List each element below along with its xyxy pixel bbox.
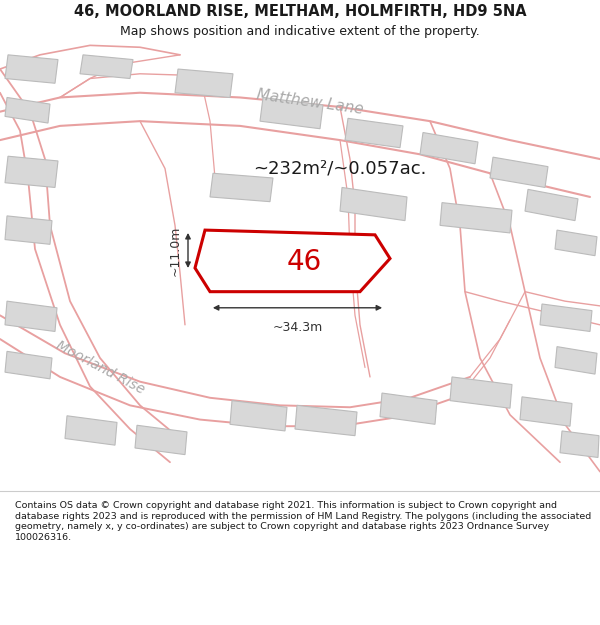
Polygon shape (135, 425, 187, 454)
Polygon shape (380, 393, 437, 424)
Polygon shape (5, 156, 58, 188)
Polygon shape (560, 431, 599, 457)
Polygon shape (345, 118, 403, 148)
Text: Contains OS data © Crown copyright and database right 2021. This information is : Contains OS data © Crown copyright and d… (15, 501, 591, 542)
Polygon shape (520, 397, 572, 426)
Polygon shape (65, 416, 117, 445)
Polygon shape (450, 377, 512, 408)
Polygon shape (175, 69, 233, 98)
Polygon shape (5, 98, 50, 123)
Polygon shape (555, 347, 597, 374)
Polygon shape (230, 401, 287, 431)
Text: Moorland Rise: Moorland Rise (53, 338, 146, 397)
Polygon shape (340, 188, 407, 221)
Polygon shape (525, 189, 578, 221)
Polygon shape (420, 132, 478, 164)
Polygon shape (5, 216, 52, 244)
Polygon shape (80, 55, 133, 79)
Text: ~232m²/~0.057ac.: ~232m²/~0.057ac. (253, 159, 427, 177)
Text: 46, MOORLAND RISE, MELTHAM, HOLMFIRTH, HD9 5NA: 46, MOORLAND RISE, MELTHAM, HOLMFIRTH, H… (74, 4, 526, 19)
Text: Matthew Lane: Matthew Lane (256, 88, 364, 117)
Polygon shape (5, 55, 58, 83)
Polygon shape (5, 351, 52, 379)
Polygon shape (490, 157, 548, 188)
Text: 46: 46 (287, 249, 322, 276)
Polygon shape (210, 173, 273, 202)
Polygon shape (260, 98, 323, 129)
Polygon shape (555, 230, 597, 256)
Text: ~11.0m: ~11.0m (169, 225, 182, 276)
Polygon shape (440, 202, 512, 233)
Polygon shape (195, 230, 390, 292)
Polygon shape (295, 406, 357, 436)
Polygon shape (5, 301, 57, 331)
Text: Map shows position and indicative extent of the property.: Map shows position and indicative extent… (120, 25, 480, 38)
Text: ~34.3m: ~34.3m (272, 321, 323, 334)
Polygon shape (540, 304, 592, 331)
